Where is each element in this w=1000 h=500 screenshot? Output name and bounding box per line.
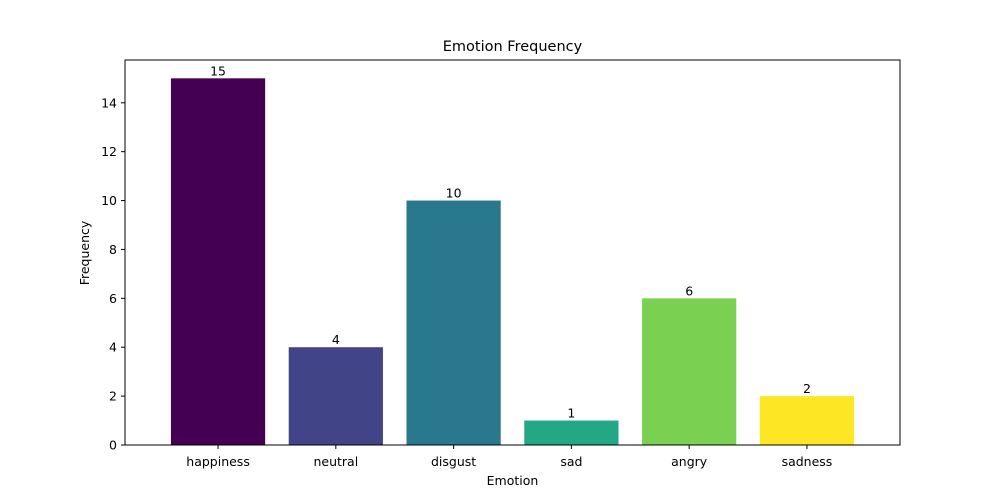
data-label-sadness: 2	[803, 381, 811, 396]
y-tick-label-12: 12	[101, 144, 117, 159]
y-tick-label-10: 10	[101, 193, 117, 208]
x-tick-label-neutral: neutral	[313, 454, 358, 469]
data-label-neutral: 4	[332, 332, 340, 347]
y-tick-label-0: 0	[109, 438, 117, 453]
y-tick-label-4: 4	[109, 340, 117, 355]
y-tick-label-14: 14	[101, 95, 117, 110]
bars-layer	[170, 78, 855, 445]
x-tick-label-sadness: sadness	[782, 454, 833, 469]
x-tick-label-angry: angry	[671, 454, 708, 469]
y-tick-label-6: 6	[109, 291, 117, 306]
bar-disgust	[406, 200, 501, 445]
chart-title: Emotion Frequency	[443, 39, 583, 55]
x-axis-ticks: happiness neutral disgust sad angry sadness	[186, 445, 832, 469]
bar-sadness	[759, 396, 855, 445]
x-tick-label-happiness: happiness	[186, 454, 250, 469]
bar-neutral	[288, 347, 383, 445]
x-tick-label-disgust: disgust	[431, 454, 476, 469]
bar-angry	[642, 298, 737, 445]
x-tick-label-sad: sad	[560, 454, 582, 469]
y-tick-label-8: 8	[109, 242, 117, 257]
y-axis-label: Frequency	[77, 220, 92, 285]
y-tick-label-2: 2	[109, 389, 117, 404]
bar-happiness	[170, 78, 266, 445]
y-axis-ticks: 0 2 4 6 8 10 12 14	[101, 95, 125, 453]
bar-sad	[524, 420, 619, 445]
data-label-happiness: 15	[210, 63, 226, 78]
data-label-sad: 1	[567, 406, 575, 421]
x-axis-label: Emotion	[487, 473, 539, 488]
plot-frame	[124, 59, 901, 446]
data-label-disgust: 10	[446, 186, 462, 201]
data-label-angry: 6	[685, 283, 693, 298]
